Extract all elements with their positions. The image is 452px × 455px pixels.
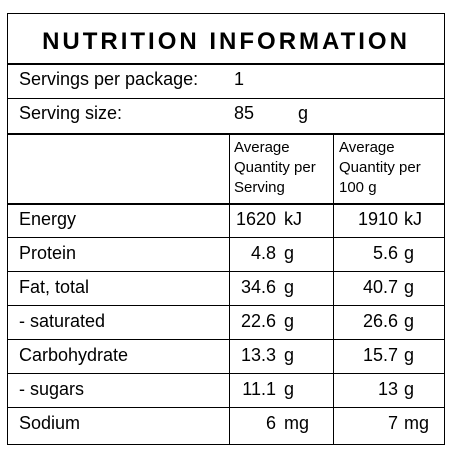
servings-value: 1 — [234, 69, 245, 89]
serving-unit: kJ — [284, 209, 302, 229]
serving-unit: g — [284, 311, 295, 331]
nutrient-label: - sugars — [19, 379, 85, 399]
serving-value: 6 — [265, 413, 276, 433]
header-divider-top — [8, 133, 444, 135]
column-divider-100g — [333, 135, 334, 444]
nutrient-label: Energy — [19, 209, 77, 229]
nutrition-panel: NUTRITION INFORMATION Servings per packa… — [7, 13, 445, 445]
nutrient-label: Carbohydrate — [19, 345, 129, 365]
per100-value: 40.7 — [362, 277, 398, 297]
nutrient-label: Sodium — [19, 413, 81, 433]
row-divider — [8, 237, 444, 238]
column-divider-serving — [229, 135, 230, 444]
nutrient-label: - saturated — [19, 311, 106, 331]
serving-size-value: 85 — [234, 103, 255, 123]
serving-unit: g — [284, 379, 295, 399]
panel-title: NUTRITION INFORMATION — [42, 28, 410, 55]
per100-value: 5.6 — [372, 243, 398, 263]
serving-value: 4.8 — [250, 243, 276, 263]
title-divider — [8, 63, 444, 65]
per100-unit: g — [404, 311, 415, 331]
serving-value: 22.6 — [240, 311, 276, 331]
per100-value: 15.7 — [362, 345, 398, 365]
per100-value: 13 — [377, 379, 398, 399]
servings-label: Servings per package: — [19, 69, 199, 89]
nutrient-label: Protein — [19, 243, 77, 263]
serving-unit: mg — [284, 413, 310, 433]
per100-unit: g — [404, 379, 415, 399]
per100-value: 1910 — [357, 209, 398, 229]
serving-size-unit: g — [298, 103, 309, 123]
serving-unit: g — [284, 345, 295, 365]
row-divider — [8, 407, 444, 408]
serving-value: 11.1 — [242, 379, 276, 399]
per100-unit: mg — [404, 413, 430, 433]
serving-size-label: Serving size: — [19, 103, 123, 123]
serving-unit: g — [284, 277, 295, 297]
per100-value: 7 — [387, 413, 398, 433]
servings-divider — [8, 98, 444, 99]
per100-unit: g — [404, 345, 415, 365]
nutrient-label: Fat, total — [19, 277, 90, 297]
row-divider — [8, 373, 444, 374]
row-divider — [8, 305, 444, 306]
row-divider — [8, 271, 444, 272]
row-divider — [8, 339, 444, 340]
serving-unit: g — [284, 243, 295, 263]
serving-value: 34.6 — [240, 277, 276, 297]
per100-unit: g — [404, 243, 415, 263]
header-divider-bottom — [8, 203, 444, 205]
serving-value: 1620 — [235, 209, 276, 229]
per100-unit: g — [404, 277, 415, 297]
serving-value: 13.3 — [240, 345, 276, 365]
per100-value: 26.6 — [362, 311, 398, 331]
per100-unit: kJ — [404, 209, 422, 229]
